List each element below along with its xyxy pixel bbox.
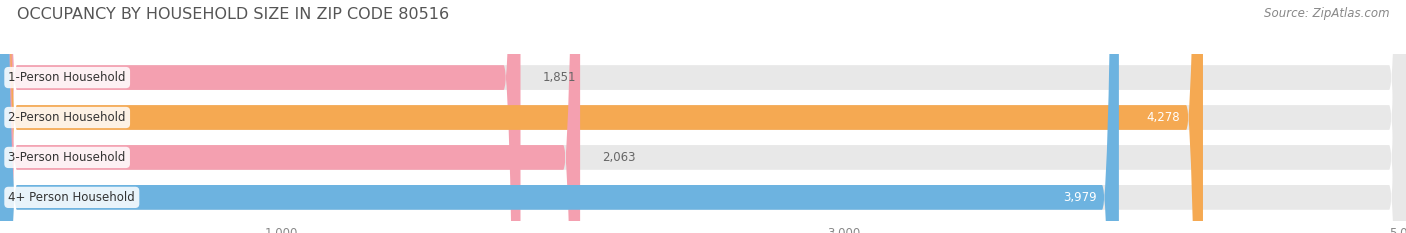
FancyBboxPatch shape bbox=[0, 0, 1204, 233]
Text: 4+ Person Household: 4+ Person Household bbox=[8, 191, 135, 204]
Text: 2-Person Household: 2-Person Household bbox=[8, 111, 127, 124]
Text: 2,063: 2,063 bbox=[603, 151, 636, 164]
Text: 1-Person Household: 1-Person Household bbox=[8, 71, 127, 84]
Text: OCCUPANCY BY HOUSEHOLD SIZE IN ZIP CODE 80516: OCCUPANCY BY HOUSEHOLD SIZE IN ZIP CODE … bbox=[17, 7, 449, 22]
Text: 3,979: 3,979 bbox=[1063, 191, 1097, 204]
Text: Source: ZipAtlas.com: Source: ZipAtlas.com bbox=[1264, 7, 1389, 20]
Text: 1,851: 1,851 bbox=[543, 71, 576, 84]
FancyBboxPatch shape bbox=[0, 0, 520, 233]
Text: 4,278: 4,278 bbox=[1147, 111, 1181, 124]
FancyBboxPatch shape bbox=[0, 0, 1119, 233]
FancyBboxPatch shape bbox=[0, 0, 581, 233]
Text: 3-Person Household: 3-Person Household bbox=[8, 151, 125, 164]
